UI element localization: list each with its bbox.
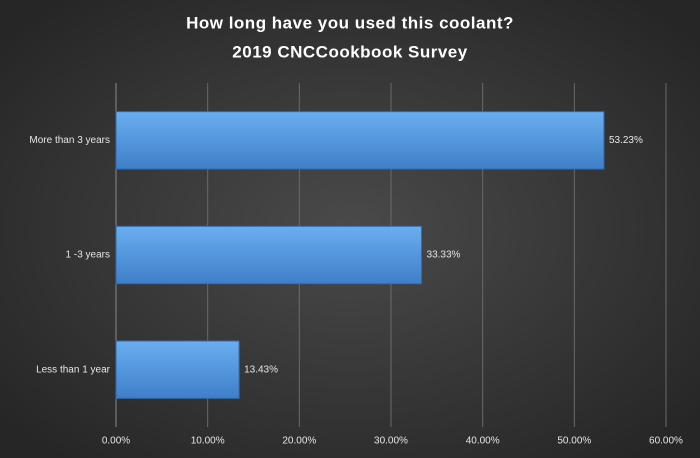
y-tick-label: 1 -3 years <box>66 250 110 261</box>
value-label: 13.43% <box>244 364 278 375</box>
x-tick-label: 40.00% <box>466 436 500 447</box>
x-tick-label: 50.00% <box>557 436 591 447</box>
chart-title: How long have you used this coolant? <box>186 13 514 32</box>
bar <box>115 340 240 399</box>
chart-title: 2019 CNCCookbook Survey <box>232 42 467 61</box>
value-label: 53.23% <box>609 135 643 146</box>
x-tick-label: 20.00% <box>282 436 316 447</box>
x-tick-label: 10.00% <box>191 436 225 447</box>
bar <box>115 111 605 170</box>
bar <box>115 225 423 285</box>
y-tick-label: More than 3 years <box>29 135 110 146</box>
y-tick-label: Less than 1 year <box>36 364 111 375</box>
value-label: 33.33% <box>427 250 461 261</box>
x-tick-label: 30.00% <box>374 436 408 447</box>
x-tick-label: 60.00% <box>649 436 683 447</box>
x-tick-label: 0.00% <box>102 436 130 447</box>
